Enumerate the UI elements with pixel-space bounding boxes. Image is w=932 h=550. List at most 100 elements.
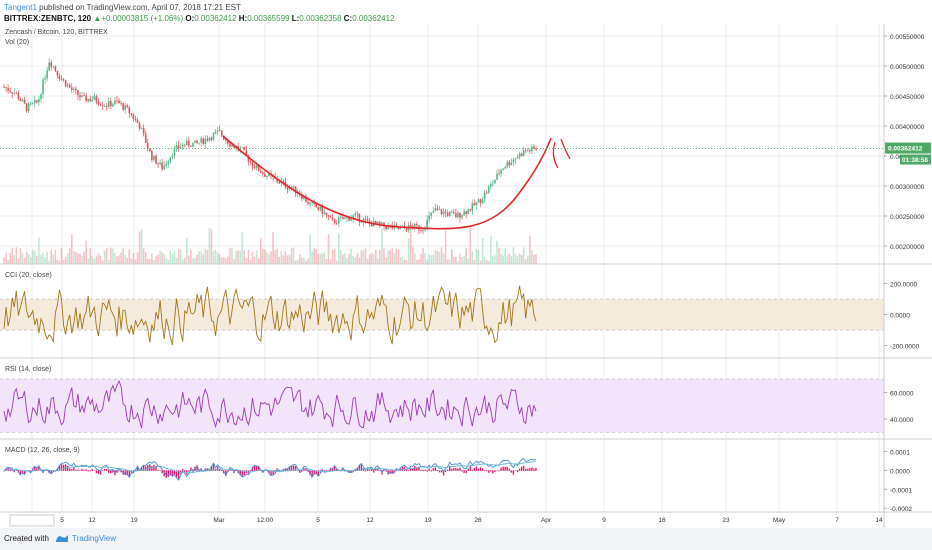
macd-histogram-bar	[301, 470, 303, 472]
chart-canvas[interactable]: 0.00550000 0.00500000 0.00450000 0.00400000…	[0, 24, 932, 528]
volume-bar	[426, 259, 428, 264]
candle-body	[438, 209, 441, 211]
volume-bar	[50, 249, 53, 264]
candle-body	[130, 113, 133, 115]
volume-bar	[225, 258, 227, 264]
volume-bar	[313, 248, 315, 264]
volume-bar	[257, 258, 260, 264]
candle-body	[210, 137, 213, 140]
volume-bar	[249, 259, 252, 264]
volume-bar	[522, 247, 525, 264]
candle-body	[387, 225, 389, 229]
volume-bar	[216, 252, 219, 264]
macd-histogram-bar	[494, 470, 496, 473]
candle-body	[44, 78, 46, 80]
volume-bar	[467, 258, 470, 264]
rsi-tick-label: 40.0000	[890, 417, 914, 424]
candle-body	[167, 161, 170, 164]
volume-bar	[85, 240, 87, 264]
volume-bar	[198, 251, 200, 264]
candle-body	[194, 140, 196, 143]
volume-bar	[278, 256, 281, 264]
macd-histogram-bar	[420, 469, 422, 471]
open-value: 0.00362412	[194, 14, 237, 23]
macd-histogram-bar	[488, 470, 490, 473]
candle-body	[144, 133, 147, 144]
volume-bar	[227, 256, 229, 264]
volume-bar	[179, 249, 182, 264]
volume-bar	[136, 252, 139, 264]
macd-histogram-bar	[315, 470, 317, 474]
header-line-1: Tangent1 published on TradingView.com, A…	[4, 3, 241, 12]
candle-body	[333, 219, 336, 224]
volume-bar	[68, 248, 71, 264]
volume-bar	[432, 254, 435, 264]
price-tick-label: 0.00400000	[890, 124, 925, 131]
volume-bar	[77, 253, 79, 264]
macd-histogram-bar	[377, 467, 379, 471]
volume-bar	[428, 254, 430, 264]
macd-histogram-bar	[364, 470, 367, 472]
volume-bar	[434, 249, 437, 264]
volume-bar	[401, 256, 404, 264]
candle-body	[255, 164, 258, 169]
candle-body	[455, 213, 457, 218]
volume-bar	[255, 250, 258, 264]
macd-histogram-bar	[297, 470, 299, 471]
volume-bar	[414, 253, 416, 264]
volume-bar	[190, 250, 192, 264]
time-tick-label: 23	[722, 517, 730, 524]
volume-bar	[73, 251, 75, 264]
volume-bar	[333, 248, 336, 264]
macd-histogram-bar	[103, 468, 106, 471]
tradingview-brand-link[interactable]: TradingView	[72, 534, 117, 543]
candle-body	[171, 155, 174, 157]
pane-titles: Zencash / Bitcoin, 120, BITTREX Vol (20) C…	[5, 29, 108, 454]
candle-body	[518, 153, 521, 158]
volume-bar	[350, 248, 352, 264]
macd-histogram-bar	[155, 466, 157, 471]
macd-tick-label: -0.0001	[890, 487, 912, 494]
candle-body	[385, 226, 387, 229]
macd-histogram-bar	[522, 466, 525, 471]
candle-body	[311, 202, 313, 204]
time-tick-label: 19	[130, 517, 138, 524]
candle-body	[118, 100, 120, 104]
candle-body	[83, 95, 85, 97]
candle-body	[512, 159, 515, 163]
volume-bar	[58, 260, 61, 264]
candle-body	[227, 140, 229, 144]
volume-bar	[405, 260, 408, 264]
volume-bar	[346, 257, 348, 264]
candle-body	[395, 224, 398, 227]
candle-body	[481, 199, 484, 203]
macd-histogram-bar	[5, 468, 7, 471]
candle-body	[461, 215, 463, 218]
author-link[interactable]: Tangent1	[4, 3, 37, 12]
macd-histogram-bar	[467, 468, 469, 471]
macd-histogram-bar	[83, 469, 85, 471]
volume-bar	[284, 251, 287, 264]
macd-histogram-bar	[142, 465, 145, 471]
candle-body	[487, 187, 490, 193]
candle-body	[183, 144, 186, 146]
macd-tick-label: 0.0000	[890, 468, 910, 475]
candle-body	[159, 162, 161, 164]
volume-bar	[459, 253, 461, 264]
volume-bar	[235, 251, 237, 264]
candle-body	[97, 101, 100, 105]
volume-bar	[64, 256, 67, 264]
volume-bar	[327, 234, 330, 264]
macd-histogram-bar	[375, 468, 377, 471]
volume-bar	[173, 250, 176, 264]
macd-histogram-bar	[455, 468, 457, 471]
macd-tick-label: -0.0002	[890, 506, 912, 513]
candle-body	[42, 79, 44, 95]
macd-histogram-bar	[508, 468, 510, 471]
macd-histogram-bar	[58, 465, 61, 471]
macd-histogram-bar	[136, 466, 139, 471]
candle-body	[453, 211, 455, 214]
candle-body	[206, 138, 209, 141]
macd-histogram-bar	[93, 470, 96, 471]
tradingview-logo-icon[interactable]	[55, 532, 69, 544]
